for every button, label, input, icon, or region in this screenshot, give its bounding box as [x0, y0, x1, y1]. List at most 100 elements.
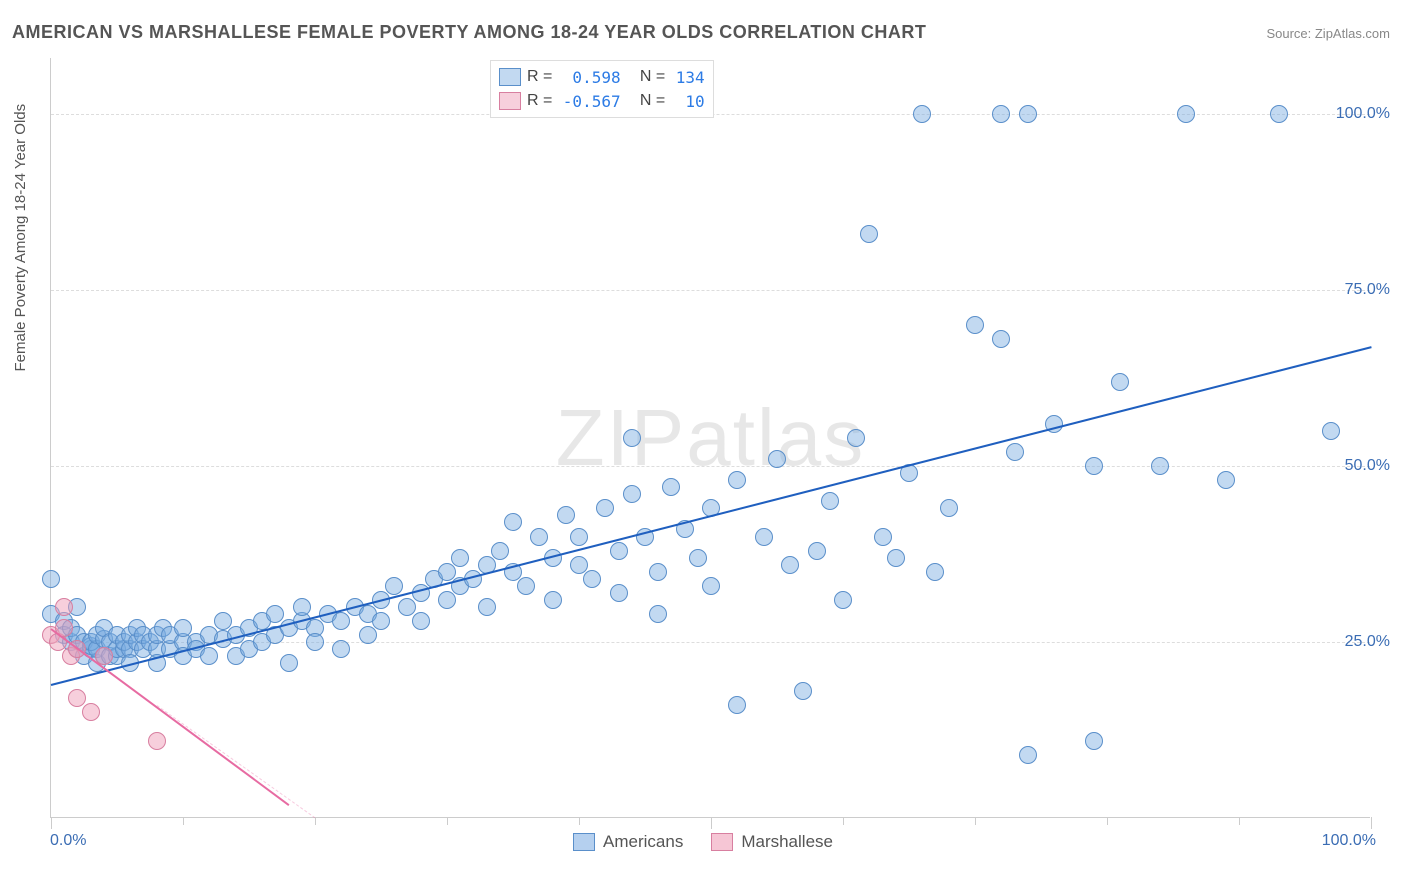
- data-point: [544, 591, 562, 609]
- legend-swatch-marshallese-icon: [711, 833, 733, 851]
- data-point: [280, 654, 298, 672]
- data-point: [557, 506, 575, 524]
- data-point: [359, 626, 377, 644]
- source-name: ZipAtlas.com: [1315, 26, 1390, 41]
- data-point: [1111, 373, 1129, 391]
- trend-ext-marshallese: [156, 705, 315, 818]
- data-point: [1270, 105, 1288, 123]
- x-tick: [1107, 817, 1108, 825]
- x-tick: [183, 817, 184, 825]
- legend-n-value-marshallese: 10: [676, 92, 705, 111]
- chart-title: AMERICAN VS MARSHALLESE FEMALE POVERTY A…: [12, 22, 926, 43]
- data-point: [583, 570, 601, 588]
- x-tick: [1239, 817, 1240, 825]
- data-point: [148, 732, 166, 750]
- y-tick-label: 25.0%: [1345, 633, 1390, 651]
- y-tick-label: 100.0%: [1336, 105, 1390, 123]
- data-point: [82, 703, 100, 721]
- legend-row-marshallese: R = -0.567 N = 10: [499, 89, 705, 113]
- legend-swatch-americans: [499, 68, 521, 86]
- x-tick: [1371, 817, 1372, 829]
- correlation-legend: R = 0.598 N = 134 R = -0.567 N = 10: [490, 60, 714, 118]
- x-tick: [579, 817, 580, 825]
- legend-n-value-americans: 134: [676, 68, 705, 87]
- data-point: [768, 450, 786, 468]
- x-tick: [843, 817, 844, 825]
- data-point: [623, 429, 641, 447]
- trend-line-americans: [51, 347, 1371, 687]
- legend-r-label: R =: [527, 68, 557, 86]
- data-point: [794, 682, 812, 700]
- data-point: [821, 492, 839, 510]
- data-point: [332, 612, 350, 630]
- legend-r-value-americans: 0.598: [563, 68, 621, 87]
- data-point: [491, 542, 509, 560]
- data-point: [42, 570, 60, 588]
- legend-r-label: R =: [527, 92, 557, 110]
- data-point: [662, 478, 680, 496]
- data-point: [1019, 746, 1037, 764]
- legend-n-label: N =: [627, 68, 670, 86]
- data-point: [755, 528, 773, 546]
- data-point: [913, 105, 931, 123]
- data-point: [1085, 732, 1103, 750]
- data-point: [1217, 471, 1235, 489]
- data-point: [385, 577, 403, 595]
- data-point: [992, 105, 1010, 123]
- plot-area: ZIPatlas: [50, 58, 1370, 818]
- data-point: [926, 563, 944, 581]
- legend-swatch-marshallese: [499, 92, 521, 110]
- data-point: [478, 598, 496, 616]
- data-point: [702, 577, 720, 595]
- data-point: [623, 485, 641, 503]
- data-point: [1322, 422, 1340, 440]
- legend-swatch-americans-icon: [573, 833, 595, 851]
- data-point: [332, 640, 350, 658]
- data-point: [728, 471, 746, 489]
- data-point: [966, 316, 984, 334]
- data-point: [689, 549, 707, 567]
- data-point: [940, 499, 958, 517]
- legend-entry-marshallese: Marshallese: [711, 832, 833, 852]
- x-tick: [447, 817, 448, 825]
- data-point: [438, 591, 456, 609]
- y-tick-label: 75.0%: [1345, 281, 1390, 299]
- data-point: [1177, 105, 1195, 123]
- legend-r-value-marshallese: -0.567: [563, 92, 621, 111]
- legend-entry-americans: Americans: [573, 832, 683, 852]
- legend-label-marshallese: Marshallese: [741, 832, 833, 852]
- legend-row-americans: R = 0.598 N = 134: [499, 65, 705, 89]
- data-point: [1085, 457, 1103, 475]
- x-tick: [975, 817, 976, 825]
- data-point: [517, 577, 535, 595]
- gridline-h: [51, 466, 1370, 467]
- data-point: [847, 429, 865, 447]
- data-point: [451, 549, 469, 567]
- data-point: [306, 633, 324, 651]
- x-tick: [51, 817, 52, 829]
- data-point: [530, 528, 548, 546]
- source-attribution: Source: ZipAtlas.com: [1266, 26, 1390, 41]
- data-point: [596, 499, 614, 517]
- data-point: [992, 330, 1010, 348]
- data-point: [1019, 105, 1037, 123]
- legend-n-label: N =: [627, 92, 670, 110]
- data-point: [808, 542, 826, 560]
- chart-container: AMERICAN VS MARSHALLESE FEMALE POVERTY A…: [0, 0, 1406, 892]
- source-prefix: Source:: [1266, 26, 1314, 41]
- data-point: [293, 598, 311, 616]
- data-point: [649, 563, 667, 581]
- data-point: [834, 591, 852, 609]
- watermark: ZIPatlas: [556, 392, 865, 484]
- data-point: [649, 605, 667, 623]
- data-point: [860, 225, 878, 243]
- y-axis-label: Female Poverty Among 18-24 Year Olds: [12, 104, 29, 372]
- series-legend: Americans Marshallese: [0, 832, 1406, 852]
- data-point: [728, 696, 746, 714]
- data-point: [504, 513, 522, 531]
- data-point: [412, 612, 430, 630]
- data-point: [200, 647, 218, 665]
- legend-label-americans: Americans: [603, 832, 683, 852]
- data-point: [1151, 457, 1169, 475]
- gridline-h: [51, 290, 1370, 291]
